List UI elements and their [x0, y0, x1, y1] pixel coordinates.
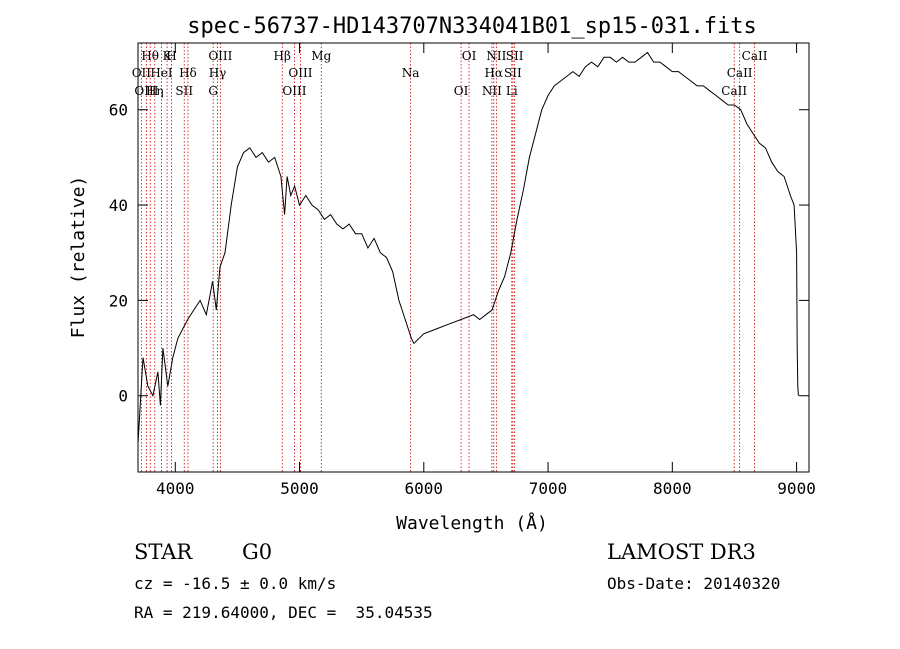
line-label-10: Hγ — [209, 66, 227, 80]
survey-name: LAMOST DR3 — [607, 540, 756, 564]
line-label-6: H — [166, 49, 176, 63]
y-tick-label-2: 40 — [109, 196, 128, 215]
line-label-25: CaII — [727, 66, 753, 80]
y-tick-label-1: 20 — [109, 291, 128, 310]
spectral-line-labels: Hθ OII OIII K HeI Hη HHδ SII OIII Hγ G Hβ OIII OIII Mg… — [132, 49, 768, 98]
line-label-9: OIII — [208, 49, 232, 63]
chart-title: spec-56737-HD143707N334041B01_sp15-031.f… — [187, 14, 757, 39]
x-axis-ticks: 4000 5000 6000 7000 8000 9000 — [156, 43, 816, 498]
line-label-22: SII — [504, 66, 522, 80]
line-label-4: HeI — [150, 66, 173, 80]
line-label-24: SII — [506, 49, 524, 63]
plot-frame — [137, 42, 810, 473]
observation-date: Obs-Date: 20140320 — [607, 574, 781, 593]
object-subclass: G0 — [242, 540, 273, 564]
redshift-cz: cz = -16.5 ± 0.0 km/s — [134, 574, 337, 593]
line-label-3: K — [163, 49, 173, 63]
line-label-23: Li — [506, 84, 518, 98]
line-label-0: Hθ — [141, 49, 159, 63]
line-label-27: CaII — [742, 49, 768, 63]
line-label-15: Mg — [311, 49, 331, 63]
line-label-26: CaII — [721, 84, 747, 98]
y-tick-label-3: 60 — [109, 101, 128, 120]
line-label-18: OI — [462, 49, 477, 63]
x-tick-label-2: 6000 — [405, 479, 444, 498]
line-label-5: Hη — [146, 84, 164, 98]
line-label-11: G — [208, 84, 218, 98]
line-label-17: OI — [454, 84, 469, 98]
line-label-12: Hβ — [274, 49, 291, 63]
line-label-20: NII — [482, 84, 502, 98]
y-axis-ticks: 0 20 40 60 — [109, 101, 809, 406]
line-label-7: Hδ — [179, 66, 197, 80]
line-label-8: SII — [175, 84, 193, 98]
spectrum-line — [137, 51, 799, 444]
line-label-1: OII — [132, 66, 152, 80]
x-tick-label-0: 4000 — [156, 479, 195, 498]
x-tick-label-3: 7000 — [529, 479, 568, 498]
line-label-16: Na — [402, 66, 420, 80]
sky-coordinates: RA = 219.64000, DEC = 35.04535 — [134, 603, 433, 622]
spectral-line-markers — [140, 43, 755, 472]
line-label-13: OIII — [288, 66, 312, 80]
line-label-21: NII — [486, 49, 506, 63]
y-tick-label-0: 0 — [118, 387, 128, 406]
x-tick-label-5: 9000 — [777, 479, 816, 498]
object-class: STAR — [134, 540, 193, 564]
x-tick-label-4: 8000 — [653, 479, 692, 498]
y-axis-label: Flux (relative) — [68, 176, 89, 339]
line-label-19: Hα — [484, 66, 503, 80]
line-label-2: OIII — [134, 84, 158, 98]
line-label-14: OIII — [282, 84, 306, 98]
x-tick-label-1: 5000 — [280, 479, 319, 498]
x-axis-label: Wavelength (Å) — [396, 512, 548, 534]
